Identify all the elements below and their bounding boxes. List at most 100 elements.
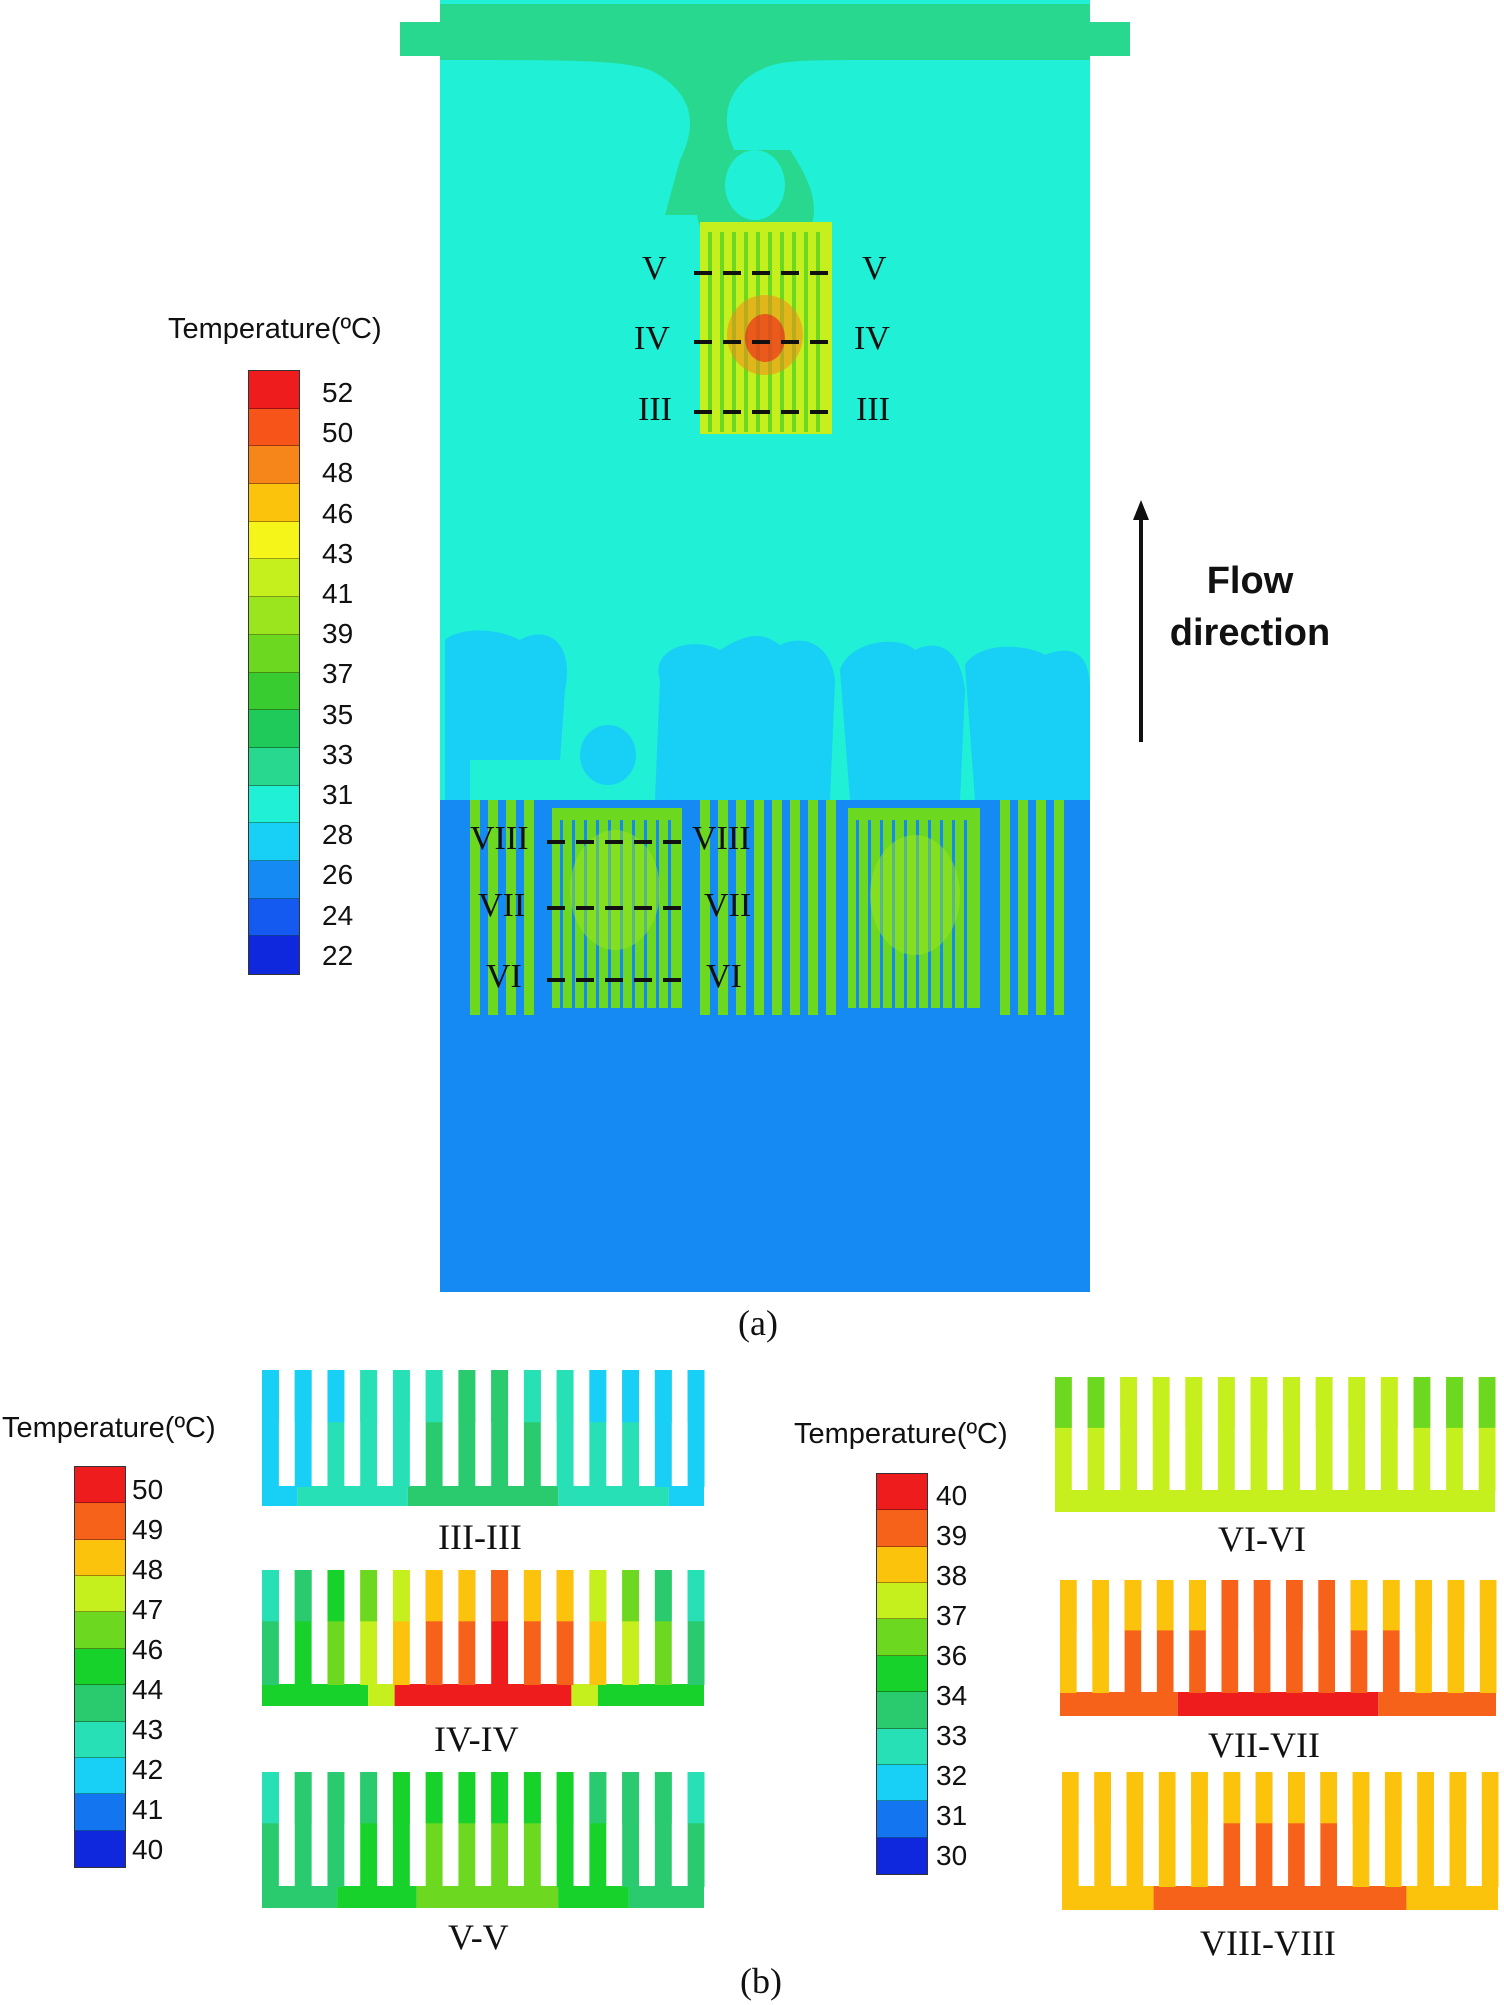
section-iii-fin-tip — [425, 1370, 443, 1423]
section-iv-fin-tip — [294, 1570, 312, 1622]
section-v-fin-tip — [294, 1772, 312, 1824]
legend-b2-color-swatch — [877, 1692, 927, 1729]
section-v-base — [558, 1886, 629, 1908]
caption-a: (a) — [738, 1303, 778, 1343]
wake-bubble-right — [885, 730, 945, 790]
legend-a-tick-label: 35 — [322, 698, 354, 730]
legend-b2-color-swatch — [877, 1837, 927, 1874]
section-vi-base — [1055, 1490, 1495, 1512]
legend-a-color-swatch — [249, 408, 299, 447]
legend-b2-color-swatch — [877, 1801, 927, 1838]
section-v-fin-tip — [523, 1772, 541, 1824]
legend-b2-tick-label: 39 — [936, 1520, 968, 1551]
section-iii-fin-tip — [556, 1370, 574, 1423]
legend-a-color-swatch — [249, 860, 299, 899]
marker-viii-left: VIII — [470, 820, 529, 857]
section-viii-fin-tip — [1158, 1772, 1176, 1824]
section-v-base — [628, 1886, 704, 1908]
legend-b2-tick-label: 33 — [936, 1720, 968, 1751]
legend-b2-tick-label: 40 — [936, 1480, 968, 1511]
section-iii-fin-tip — [392, 1370, 410, 1423]
section-label-v: V-V — [448, 1917, 509, 1957]
legend-b1-colorbar — [74, 1466, 126, 1868]
legend-a-color-swatch — [249, 597, 299, 635]
legend-b2-color-swatch — [877, 1546, 927, 1584]
legend-a-colorbar — [248, 370, 300, 975]
section-vii-fin-tip — [1221, 1580, 1239, 1631]
marker-iv-left: IV — [634, 320, 670, 357]
section-vi-fin-tip — [1185, 1377, 1203, 1428]
legend-a-tick-label: 39 — [322, 618, 354, 650]
marker-vii-left: VII — [478, 887, 526, 924]
section-iv-fin-tip — [327, 1570, 345, 1622]
legend-b1-color-swatch — [75, 1757, 125, 1795]
marker-vi-left: VI — [486, 958, 522, 995]
legend-b1-color-swatch — [75, 1830, 125, 1867]
legend-a-color-swatch — [249, 710, 299, 748]
section-v-fin-tip — [327, 1772, 345, 1824]
section-iii-base — [262, 1486, 298, 1506]
legend-a-tick-label: 41 — [322, 578, 354, 609]
lower-warm-zone-b — [870, 835, 960, 955]
legend-a-tick-label: 33 — [322, 738, 354, 770]
legend-b2-tick-label: 34 — [936, 1680, 968, 1711]
legend-a-color-swatch — [249, 484, 299, 522]
legend-b1-tick-label: 49 — [132, 1514, 164, 1545]
legend-b1-tick-label: 43 — [132, 1714, 164, 1745]
legend-a-color-swatch — [249, 446, 299, 485]
section-iv-base — [597, 1684, 704, 1706]
legend-b1-tick-label: 40 — [132, 1834, 164, 1865]
section-vi-fin-tip — [1446, 1377, 1463, 1428]
legend-b1-color-swatch — [75, 1721, 125, 1758]
section-iii-fin-tip — [327, 1370, 345, 1423]
legend-b2-tick-label: 36 — [936, 1640, 968, 1671]
section-vii-fin-tip — [1286, 1580, 1303, 1631]
caption-b: (b) — [740, 1961, 782, 2001]
legend-b1-tick-label: 42 — [132, 1754, 164, 1785]
section-vii-fin-tip — [1253, 1580, 1271, 1631]
section-vii-fin-tip — [1382, 1580, 1400, 1631]
section-iv-base — [571, 1684, 598, 1706]
section-iii-base — [297, 1486, 408, 1506]
section-viii-base — [1406, 1886, 1498, 1910]
section-viii-base — [1062, 1886, 1154, 1910]
marker-v-left: V — [642, 250, 667, 287]
legend-a-tick-label: 52 — [322, 377, 354, 408]
section-vii-base — [1177, 1692, 1379, 1716]
section-iii-base — [558, 1486, 669, 1506]
section-vi-fin-tip — [1478, 1377, 1496, 1428]
legend-a-tick-label: 43 — [322, 537, 354, 569]
legend-b1-color-swatch — [75, 1648, 125, 1686]
section-iii-fin-tip — [262, 1370, 279, 1423]
legend-a-color-swatch — [249, 898, 299, 937]
section-viii-fin-tip — [1062, 1772, 1079, 1824]
marker-v-right: V — [862, 250, 887, 287]
section-viii-fin-tip — [1352, 1772, 1370, 1824]
legend-b1-tick-label: 47 — [132, 1594, 164, 1625]
section-iv-base — [394, 1684, 572, 1706]
section-viii-fin-tip — [1417, 1772, 1434, 1824]
section-label-iii: III-III — [438, 1517, 522, 1557]
section-v-fin-tip — [392, 1772, 410, 1824]
section-viii-fin-tip — [1288, 1772, 1305, 1824]
legend-a-tick-label: 24 — [322, 899, 354, 931]
legend-a-tick-label: 31 — [322, 779, 354, 810]
domain-inlet-region — [440, 800, 1090, 1292]
section-vii-fin-tip — [1189, 1580, 1206, 1631]
legend-b1-color-swatch — [75, 1685, 125, 1722]
section-iii-fin-tip — [687, 1370, 705, 1423]
section-label-vi: VI-VI — [1218, 1519, 1306, 1559]
legend-a-tick-label: 22 — [322, 939, 354, 971]
legend-b2-tick-label: 31 — [936, 1800, 968, 1831]
legend-b1-tick-label: 50 — [132, 1474, 164, 1505]
section-iv-fin-tip — [491, 1570, 509, 1622]
legend-a-tick-label: 26 — [322, 859, 354, 891]
section-vi-fin-tip — [1217, 1377, 1235, 1428]
legend-b1-title: Temperature(ºC) — [2, 1412, 216, 1444]
legend-b2-title: Temperature(ºC) — [794, 1418, 1008, 1450]
section-iii-fin-tip — [654, 1370, 672, 1423]
section-iv-base — [262, 1684, 369, 1706]
section-vii-fin-tip — [1318, 1580, 1336, 1631]
